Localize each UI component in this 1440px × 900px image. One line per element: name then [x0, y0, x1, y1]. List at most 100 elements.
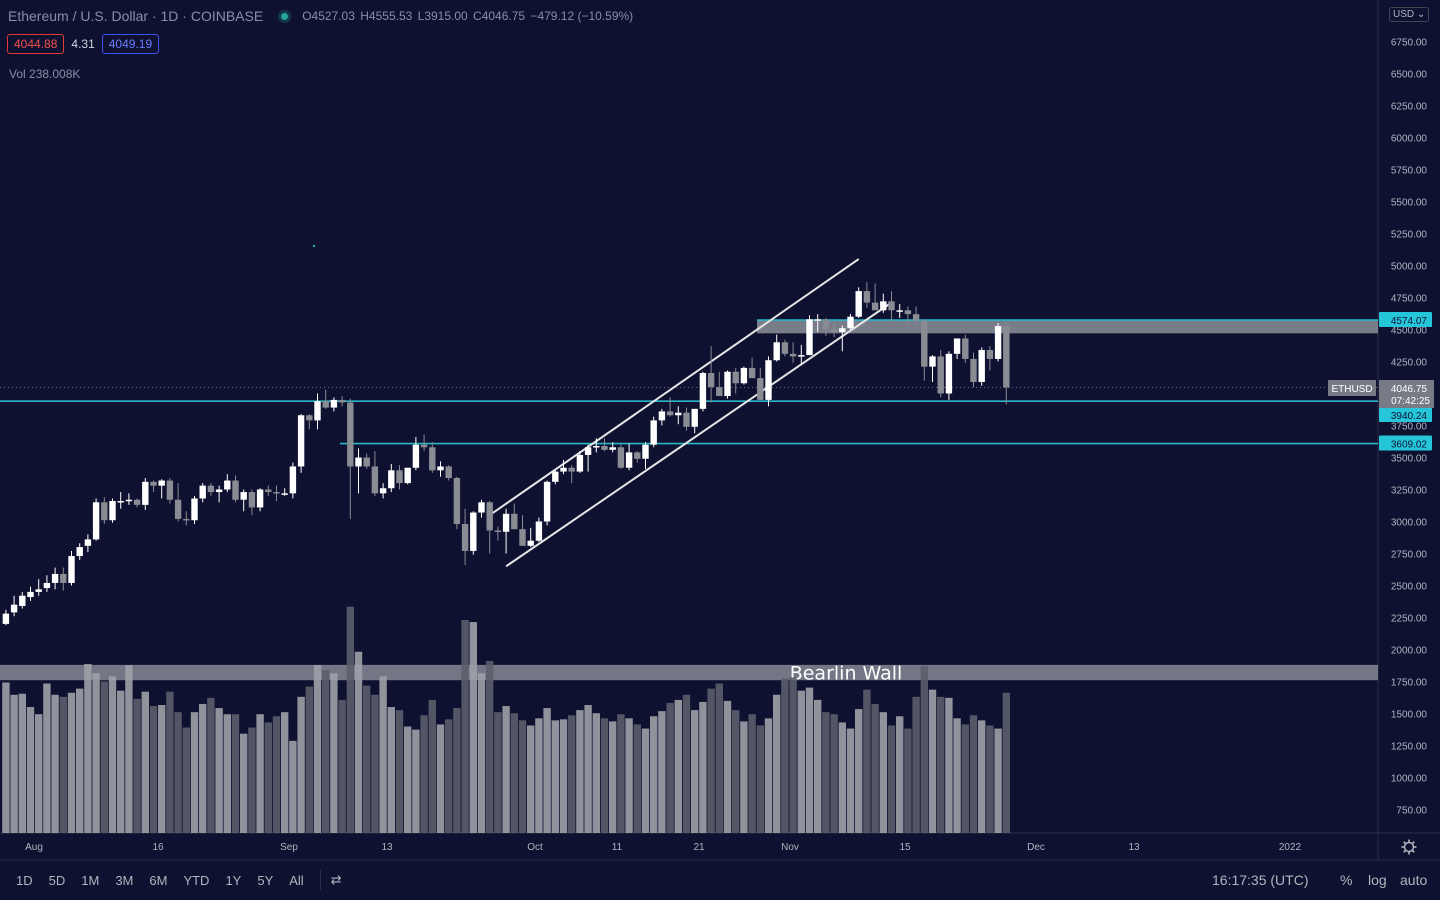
timeframe-1y[interactable]: 1Y: [225, 872, 242, 888]
candle-body: [830, 329, 838, 333]
symbol-title[interactable]: Ethereum / U.S. Dollar · 1D · COINBASE: [8, 8, 264, 24]
candle: [166, 477, 174, 504]
volume-bar: [600, 718, 609, 833]
candle-body: [748, 367, 756, 379]
timeframe-1m[interactable]: 1M: [81, 872, 100, 888]
ohlc-values: O4527.03 H4555.53 L3915.00 C4046.75 −479…: [302, 9, 635, 23]
timeframe-3m[interactable]: 3M: [115, 872, 134, 888]
gear-icon-tooth: [1411, 849, 1415, 853]
zone-band: [757, 320, 1378, 334]
timeframe-5d[interactable]: 5D: [48, 872, 66, 888]
candle: [150, 480, 157, 493]
y-tick-label: 3250.00: [1391, 486, 1428, 497]
bottom-toolbar: 1D 5D 1M 3M 6M YTD 1Y 5Y All ⇄: [0, 860, 1440, 900]
candle: [970, 352, 977, 388]
market-status-icon: [281, 12, 289, 20]
candle-body: [379, 488, 387, 494]
candle: [289, 462, 297, 499]
volume-bar: [978, 720, 986, 833]
y-tick-label: 3500.00: [1391, 454, 1428, 465]
candle-body: [470, 512, 477, 551]
candle: [748, 357, 756, 379]
y-tick-label: 6000.00: [1391, 134, 1428, 145]
log-toggle[interactable]: log: [1368, 872, 1387, 888]
candle-body: [35, 589, 42, 592]
candle: [691, 408, 698, 434]
candle: [363, 453, 370, 470]
timeframe-1d[interactable]: 1D: [16, 872, 33, 888]
candle: [43, 575, 51, 592]
volume-bar: [281, 712, 289, 833]
candle-body: [511, 513, 518, 530]
volume-legend[interactable]: Vol 238.008K: [9, 67, 81, 81]
candle-body: [937, 356, 944, 394]
candle: [806, 315, 813, 356]
candle-body: [666, 411, 674, 416]
candle-body: [970, 358, 977, 382]
candle-body: [757, 378, 764, 400]
candle: [675, 406, 682, 425]
auto-toggle[interactable]: auto: [1400, 872, 1428, 888]
volume-bar: [699, 701, 707, 833]
volume-bar: [256, 714, 264, 833]
bid-price[interactable]: 4044.88: [7, 34, 65, 54]
alert-marker: [312, 244, 316, 248]
y-tick-label: 4250.00: [1391, 358, 1428, 369]
percent-toggle[interactable]: %: [1340, 872, 1353, 888]
volume-bar: [92, 673, 100, 833]
candle: [929, 355, 936, 382]
volume-bar: [592, 713, 600, 833]
candle-body: [716, 387, 723, 397]
volume-bar: [289, 740, 297, 833]
goto-date-icon[interactable]: ⇄: [330, 872, 342, 887]
gear-icon[interactable]: [1401, 839, 1417, 855]
volume-bar: [641, 728, 650, 833]
volume-bar: [26, 707, 35, 833]
timeframe-5y[interactable]: 5Y: [257, 872, 274, 888]
candle: [765, 356, 772, 407]
candle-body: [962, 338, 969, 359]
timeframe-all[interactable]: All: [289, 872, 304, 888]
ask-price[interactable]: 4049.19: [101, 34, 160, 54]
candle: [871, 283, 879, 311]
low-value: L3915.00: [417, 9, 468, 23]
candle: [371, 451, 379, 496]
candle-body: [306, 415, 313, 421]
candle: [297, 413, 305, 473]
currency-select[interactable]: USD ⌄: [1389, 7, 1430, 22]
candle: [945, 351, 953, 400]
candle: [650, 416, 657, 448]
candle: [322, 389, 329, 409]
timeframe-ytd[interactable]: YTD: [183, 872, 210, 888]
candle: [994, 323, 1002, 362]
candle: [814, 314, 821, 333]
volume-bar: [559, 719, 568, 833]
candle-body: [994, 326, 1002, 359]
volume-bar: [527, 725, 535, 833]
candle: [281, 488, 288, 496]
volume-bar: [633, 724, 641, 833]
candle-body: [84, 539, 92, 546]
candle: [158, 479, 165, 499]
candle: [830, 323, 838, 338]
volume-bar: [363, 685, 371, 833]
candle: [240, 489, 247, 512]
candle: [609, 442, 616, 453]
candle: [986, 346, 994, 371]
candle: [699, 371, 707, 412]
chevron-down-icon: ⌄: [1414, 9, 1426, 20]
volume-bar: [1002, 692, 1010, 833]
candle: [584, 444, 592, 472]
volume-bar: [625, 718, 633, 833]
candle-body: [486, 502, 493, 531]
candle-body: [101, 502, 108, 521]
volume-bar: [986, 725, 994, 833]
utc-clock[interactable]: 16:17:35 (UTC): [1212, 872, 1309, 888]
candle: [19, 591, 26, 609]
candle: [896, 303, 903, 318]
volume-bar: [141, 691, 149, 833]
volume-bar: [846, 728, 855, 833]
y-tick-label: 6500.00: [1391, 70, 1428, 81]
timeframe-6m[interactable]: 6M: [149, 872, 168, 888]
